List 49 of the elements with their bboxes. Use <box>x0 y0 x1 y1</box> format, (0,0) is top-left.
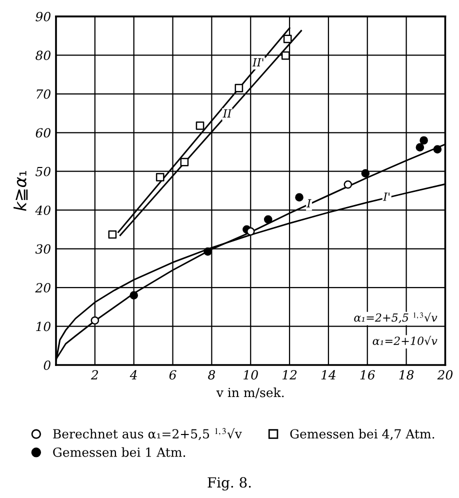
x-tick-label: 18 <box>399 370 414 380</box>
x-axis-title: v in m/sek. <box>216 388 284 398</box>
annotation: α₁=2+10√v <box>372 336 438 346</box>
annotation: I' <box>382 192 390 201</box>
x-tick-label: 10 <box>244 370 258 380</box>
point <box>295 193 304 202</box>
y-tick-label: 0 <box>44 360 50 370</box>
caption: Fig. 8. <box>208 477 251 491</box>
point <box>108 230 117 239</box>
x-tick-label: 2 <box>90 370 98 380</box>
y-tick-label: 40 <box>35 206 50 216</box>
y-tick-label: 90 <box>36 12 50 22</box>
point <box>416 143 424 152</box>
x-tick-label: 8 <box>208 370 216 380</box>
legend-label: Gemessen bei 1 Atm. <box>53 447 186 457</box>
x-tick-label: 16 <box>360 370 375 380</box>
annotation: II' <box>252 58 264 66</box>
point <box>180 158 189 166</box>
point <box>361 169 370 178</box>
x-tick-label: 20 <box>437 370 453 380</box>
y-tick-label: 30 <box>35 244 50 254</box>
y-tick-label: 70 <box>36 89 50 99</box>
legend-label: Berechnet aus α₁=2+5,5 $^{1,3}$√v <box>53 428 242 440</box>
y-tick-label: 80 <box>36 50 50 60</box>
annotation: α₁=2+5,5 $^{1,3}$√v <box>354 312 438 324</box>
point <box>90 316 100 325</box>
point <box>196 121 204 130</box>
x-tick-label: 6 <box>169 370 176 380</box>
point <box>344 180 352 189</box>
point <box>281 51 290 60</box>
x-tick-label: 4 <box>130 370 137 380</box>
y-axis-title: k≧α₁ <box>14 171 28 211</box>
y-tick-label: 20 <box>35 283 50 292</box>
y-tick-label: 50 <box>36 166 50 176</box>
point <box>420 136 428 145</box>
y-tick-label: 10 <box>36 322 50 332</box>
point <box>283 34 292 44</box>
legend-label: Gemessen bei 4,7 Atm. <box>290 428 434 440</box>
point <box>130 291 138 300</box>
x-tick-label: 12 <box>282 370 297 380</box>
x-tick-label: 14 <box>321 370 336 380</box>
point <box>204 247 212 256</box>
annotation: I <box>306 199 312 208</box>
y-tick-label: 60 <box>36 128 50 138</box>
annotation: II <box>222 109 232 118</box>
point <box>234 84 244 92</box>
point <box>433 145 442 154</box>
point <box>156 173 164 182</box>
point <box>264 215 272 224</box>
